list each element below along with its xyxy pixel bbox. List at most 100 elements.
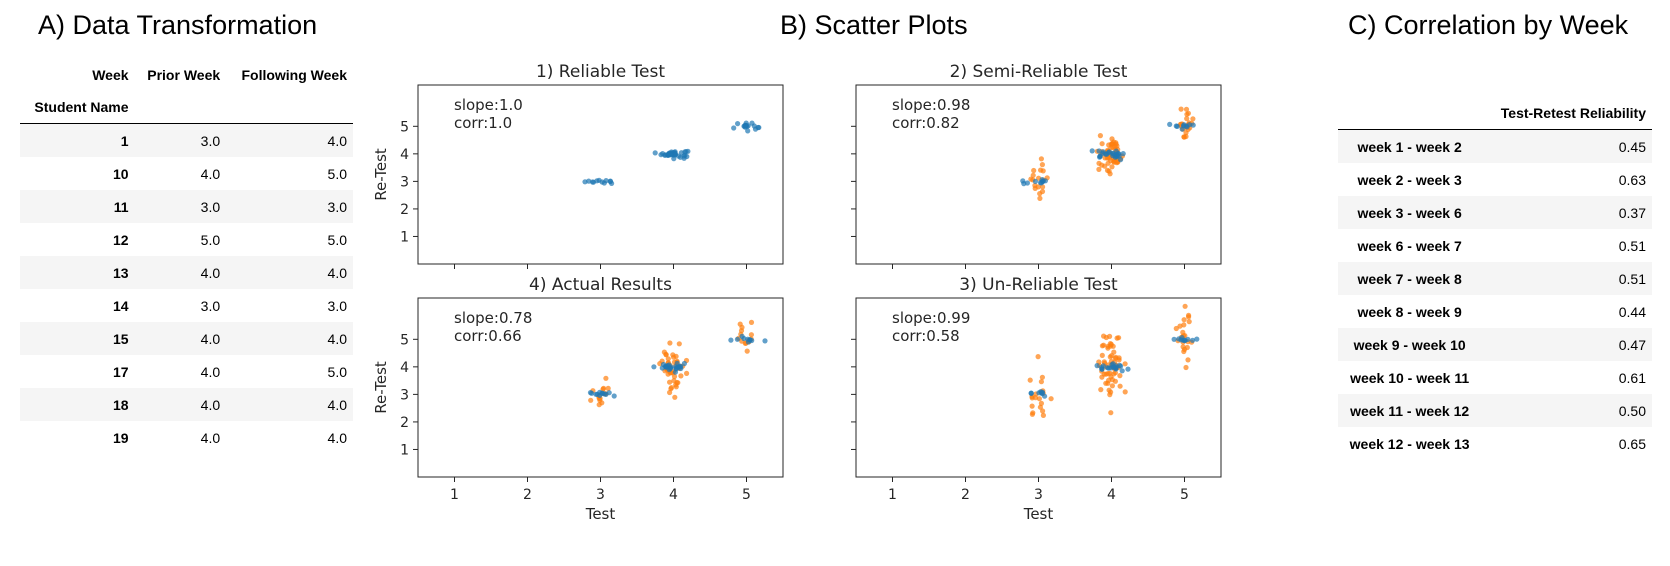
data-point bbox=[1185, 357, 1191, 363]
following-week-cell: 4.0 bbox=[327, 264, 347, 281]
student-name-cell: 15 bbox=[112, 330, 129, 347]
data-point bbox=[1114, 335, 1120, 341]
data-point bbox=[1105, 370, 1111, 377]
data-point bbox=[582, 179, 588, 185]
data-point bbox=[1106, 365, 1112, 371]
data-point bbox=[1039, 162, 1045, 168]
data-point bbox=[755, 124, 761, 131]
following-week-cell: 4.0 bbox=[327, 429, 347, 446]
data-point bbox=[728, 337, 734, 343]
table-header-row: Week Prior Week Following Week bbox=[20, 58, 353, 91]
data-point bbox=[1106, 387, 1112, 393]
data-point bbox=[1181, 348, 1187, 355]
week-pair-cell: week 9 - week 10 bbox=[1353, 336, 1466, 353]
section-a-title: A) Data Transformation bbox=[38, 10, 318, 40]
data-point bbox=[684, 370, 690, 376]
data-point bbox=[681, 360, 688, 367]
data-point bbox=[1097, 133, 1103, 139]
stats-annotation: slope:0.99 bbox=[892, 309, 970, 327]
reliability-value-cell: 0.37 bbox=[1618, 204, 1646, 221]
x-tick-label: 1 bbox=[888, 487, 897, 503]
week-pair-cell: week 8 - week 9 bbox=[1357, 303, 1462, 320]
data-point bbox=[1182, 303, 1188, 309]
y-tick-label: 2 bbox=[400, 202, 409, 218]
stats-annotation: slope:0.98 bbox=[892, 96, 970, 114]
y-tick-label: 3 bbox=[400, 174, 409, 190]
data-point bbox=[1099, 141, 1105, 147]
data-point bbox=[1111, 349, 1117, 355]
section-c-title: C) Correlation by Week bbox=[1348, 10, 1629, 40]
data-point bbox=[1031, 167, 1037, 174]
data-point bbox=[667, 379, 673, 385]
x-tick-label: 4 bbox=[1107, 487, 1116, 503]
data-point bbox=[1028, 390, 1034, 396]
data-point bbox=[1182, 338, 1188, 344]
data-point bbox=[1038, 400, 1044, 406]
data-point bbox=[1122, 389, 1128, 395]
column-header-following: Following Week bbox=[241, 66, 347, 83]
x-tick-label: 5 bbox=[742, 487, 751, 503]
data-point bbox=[1122, 361, 1128, 367]
table-row: week 7 - week 8 0.51 bbox=[1338, 262, 1652, 295]
y-tick-label: 4 bbox=[400, 147, 409, 163]
correlation-table: Test-Retest Reliability week 1 - week 2 0… bbox=[1338, 96, 1652, 460]
prior-week-cell: 4.0 bbox=[200, 363, 221, 380]
data-point bbox=[1117, 373, 1123, 379]
data-point bbox=[683, 149, 689, 155]
data-point bbox=[735, 121, 741, 127]
student-name-cell: 1 bbox=[120, 132, 129, 149]
data-point bbox=[1186, 122, 1193, 128]
table-row: 18 4.0 4.0 bbox=[20, 388, 353, 421]
x-tick-label: 3 bbox=[1034, 487, 1043, 503]
data-point bbox=[1181, 317, 1187, 323]
data-point bbox=[1037, 195, 1043, 201]
reliability-value-cell: 0.47 bbox=[1618, 336, 1646, 353]
student-name-cell: 14 bbox=[112, 297, 129, 314]
prior-week-cell: 5.0 bbox=[200, 231, 221, 248]
student-name-cell: 13 bbox=[112, 264, 129, 281]
data-point bbox=[1110, 144, 1116, 150]
y-tick-label: 1 bbox=[400, 229, 409, 245]
data-point bbox=[1183, 106, 1190, 112]
data-point bbox=[1171, 336, 1177, 342]
data-point bbox=[1038, 389, 1044, 395]
data-point bbox=[1118, 363, 1124, 369]
data-point bbox=[1112, 378, 1118, 384]
x-tick-label: 1 bbox=[450, 487, 459, 503]
table-row: 12 5.0 5.0 bbox=[20, 223, 353, 256]
data-point bbox=[590, 179, 597, 185]
data-point bbox=[1190, 337, 1196, 343]
data-point bbox=[1114, 154, 1120, 160]
data-point bbox=[1105, 160, 1111, 166]
table-row: 14 3.0 3.0 bbox=[20, 289, 353, 322]
prior-week-cell: 4.0 bbox=[200, 264, 221, 281]
table-row: 15 4.0 4.0 bbox=[20, 322, 353, 355]
data-point bbox=[1030, 172, 1036, 178]
data-point bbox=[1099, 366, 1105, 372]
prior-week-cell: 4.0 bbox=[200, 429, 221, 446]
x-tick-label: 5 bbox=[1180, 487, 1189, 503]
stats-annotation: corr:0.58 bbox=[892, 327, 960, 345]
table-row: 10 4.0 5.0 bbox=[20, 157, 353, 190]
week-pair-cell: week 12 - week 13 bbox=[1349, 435, 1470, 452]
data-point bbox=[1112, 355, 1118, 361]
data-point bbox=[1040, 184, 1046, 190]
data-point bbox=[1100, 150, 1106, 156]
data-point bbox=[668, 385, 675, 391]
student-name-cell: 12 bbox=[112, 231, 129, 248]
data-point bbox=[681, 155, 687, 161]
data-point bbox=[603, 375, 609, 381]
data-point bbox=[1028, 176, 1034, 182]
student-name-cell: 10 bbox=[112, 165, 129, 182]
student-name-cell: 11 bbox=[113, 198, 129, 215]
column-header-prior: Prior Week bbox=[147, 66, 221, 83]
columns-label: Week bbox=[92, 66, 129, 83]
data-point bbox=[1101, 359, 1107, 365]
table-row: 13 4.0 4.0 bbox=[20, 256, 353, 289]
data-point bbox=[744, 348, 750, 354]
data-point bbox=[1106, 149, 1112, 155]
y-tick-label: 3 bbox=[400, 387, 409, 403]
stats-annotation: corr:0.82 bbox=[892, 114, 960, 132]
data-point bbox=[1184, 111, 1190, 117]
